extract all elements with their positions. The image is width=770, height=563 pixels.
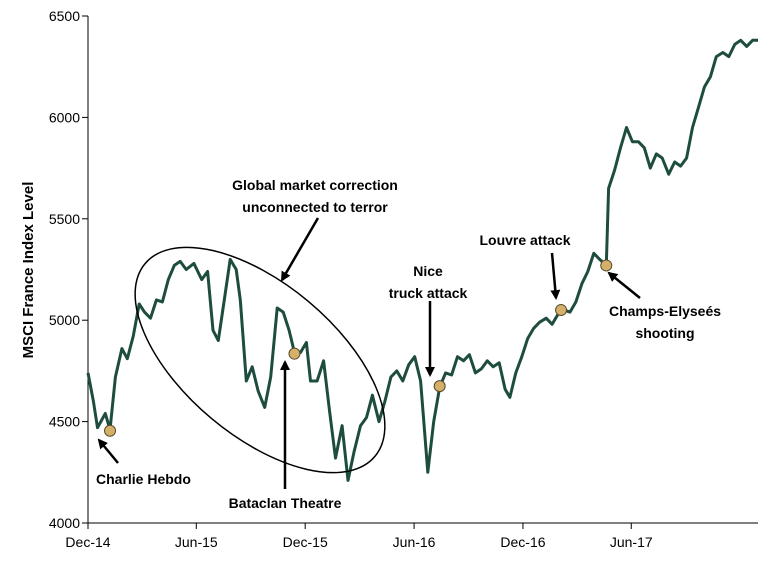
annotations: Global market correction unconnected to t… [96,177,721,511]
event-arrow-champs-elysees [607,271,641,299]
event-label-nice: Nice truck attack [389,263,468,301]
y-axis-label: MSCI France Index Level [20,182,37,359]
annotation-market-correction: Global market correction unconnected to t… [232,177,398,215]
event-marker-louvre [555,304,568,317]
event-label-charlie-hebdo: Charlie Hebdo [96,471,191,487]
event-markers [104,259,613,437]
event-marker-nice [433,380,446,393]
event-label-bataclan: Bataclan Theatre [229,495,342,511]
annotation-market-correction-line: unconnected to terror [242,199,388,215]
y-tick-label: 4500 [49,414,80,430]
y-ticks: 4000 4500 5000 5500 6000 6500 [49,8,88,531]
correction-ellipse [134,246,386,474]
x-tick-label: Dec-15 [283,534,328,550]
annotation-arrow-market-correction [280,217,320,282]
y-tick-label: 4000 [49,515,80,531]
event-marker-champs-elysees [600,259,613,272]
x-tick-label: Dec-14 [65,534,110,550]
y-tick-label: 5000 [49,312,80,328]
y-tick-label: 6500 [49,8,80,24]
event-arrow-louvre [550,252,561,300]
x-tick-label: Dec-16 [500,534,545,550]
event-label-champs-elysees-line: shooting [635,325,694,341]
event-marker-bataclan [288,347,301,360]
axes [87,16,758,524]
event-label-champs-elysees: Champs-Elyseés shooting [609,303,721,341]
event-label-louvre-line: Louvre attack [479,232,570,248]
event-marker-charlie-hebdo [104,424,117,437]
series-line [86,38,758,482]
event-arrow-charlie-hebdo [97,438,119,464]
event-label-champs-elysees-line: Champs-Elyseés [609,303,721,319]
y-tick-label: 6000 [49,109,80,125]
event-label-charlie-hebdo-line: Charlie Hebdo [96,471,191,487]
x-tick-label: Jun-15 [175,534,218,550]
annotation-market-correction-line: Global market correction [232,177,398,193]
event-label-nice-line: Nice [413,263,443,279]
event-label-bataclan-line: Bataclan Theatre [229,495,342,511]
x-tick-label: Jun-17 [610,534,653,550]
event-label-nice-line: truck attack [389,285,468,301]
y-tick-label: 5500 [49,211,80,227]
x-ticks: Dec-14 Jun-15 Dec-15 Jun-16 Dec-16 Jun-17 [65,523,653,550]
event-label-louvre: Louvre attack [479,232,570,248]
x-tick-label: Jun-16 [393,534,436,550]
